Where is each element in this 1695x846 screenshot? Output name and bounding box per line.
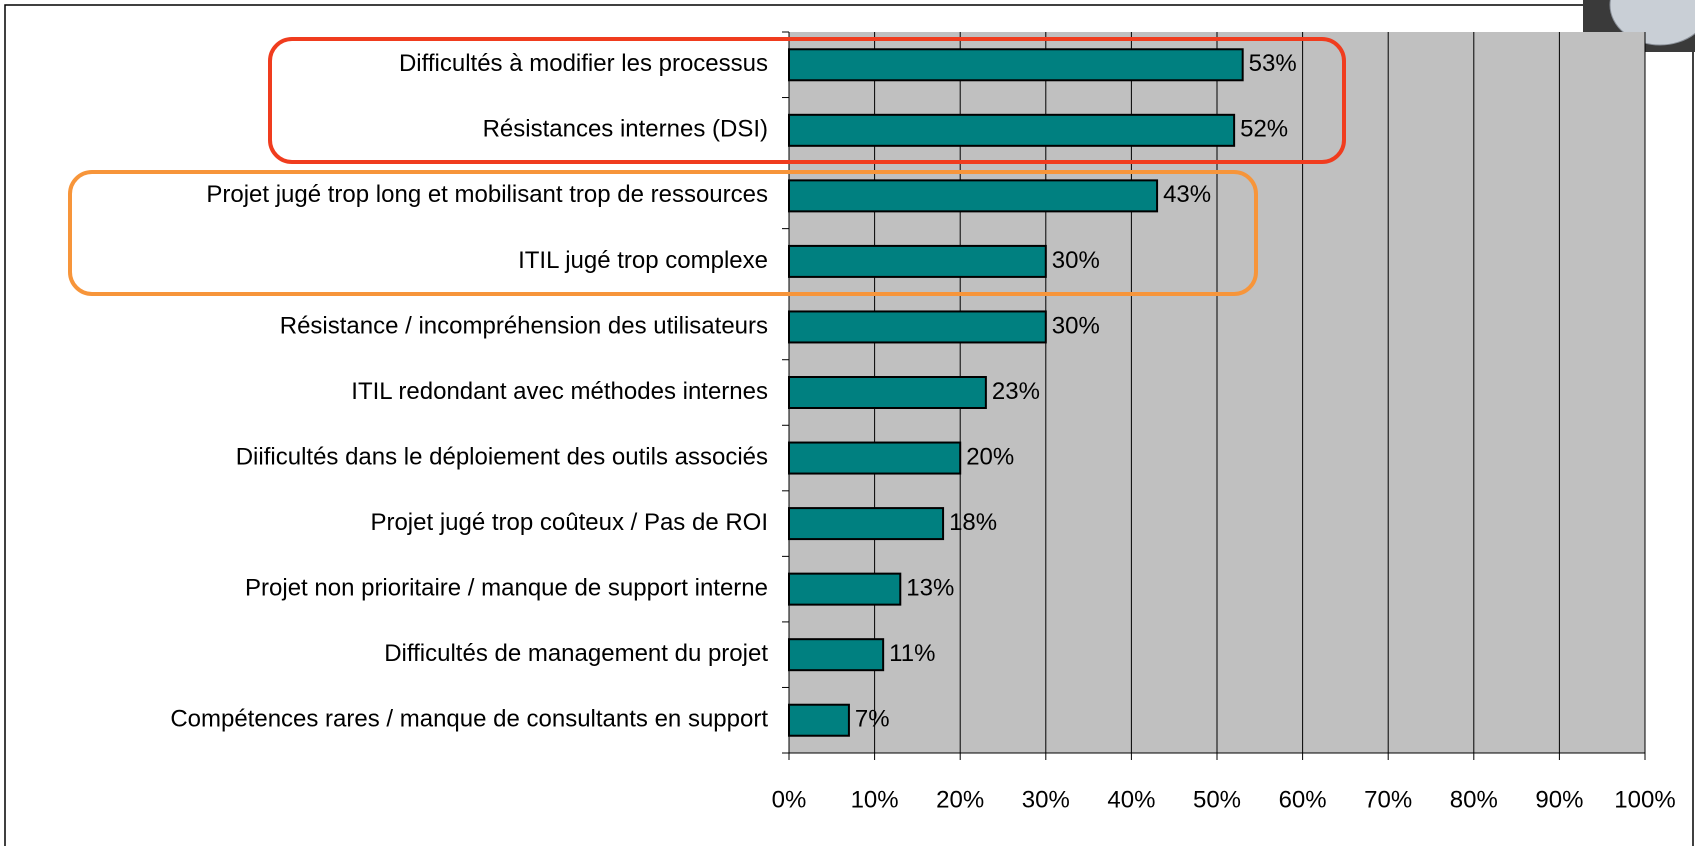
- y-tick-label: Projet jugé trop long et mobilisant trop…: [206, 181, 768, 208]
- y-tick-label: Projet non prioritaire / manque de suppo…: [245, 574, 768, 601]
- bar: [789, 639, 883, 670]
- bar: [789, 246, 1046, 277]
- x-tick-label: 70%: [1364, 786, 1412, 813]
- bar: [789, 311, 1046, 342]
- x-tick-label: 10%: [851, 786, 899, 813]
- bar: [789, 377, 986, 408]
- y-tick-label: Projet jugé trop coûteux / Pas de ROI: [370, 509, 768, 536]
- value-label: 13%: [906, 574, 954, 601]
- bar: [789, 705, 849, 736]
- bar: [789, 49, 1243, 80]
- bar: [789, 115, 1234, 146]
- bar: [789, 180, 1157, 211]
- value-label: 43%: [1163, 181, 1211, 208]
- y-tick-label: Difficultés de management du projet: [384, 640, 768, 667]
- bar: [789, 443, 960, 474]
- y-tick-label: Compétences rares / manque de consultant…: [170, 706, 768, 733]
- value-label: 20%: [966, 443, 1014, 470]
- x-tick-label: 30%: [1022, 786, 1070, 813]
- x-tick-label: 60%: [1279, 786, 1327, 813]
- bar: [789, 574, 900, 605]
- x-tick-label: 80%: [1450, 786, 1498, 813]
- x-tick-label: 50%: [1193, 786, 1241, 813]
- value-label: 11%: [889, 640, 935, 667]
- value-label: 53%: [1249, 50, 1297, 77]
- y-tick-label: Résistance / incompréhension des utilisa…: [280, 312, 768, 339]
- x-tick-label: 100%: [1614, 786, 1675, 813]
- value-label: 52%: [1240, 116, 1288, 143]
- y-tick-label: ITIL redondant avec méthodes internes: [351, 378, 768, 405]
- value-label: 30%: [1052, 247, 1100, 274]
- y-tick-label: Résistances internes (DSI): [483, 116, 768, 143]
- y-tick-label: Diificultés dans le déploiement des outi…: [236, 443, 768, 470]
- x-tick-label: 40%: [1107, 786, 1155, 813]
- value-label: 30%: [1052, 312, 1100, 339]
- x-tick-label: 90%: [1535, 786, 1583, 813]
- value-label: 23%: [992, 378, 1040, 405]
- y-tick-label: Difficultés à modifier les processus: [399, 50, 768, 77]
- x-tick-label: 20%: [936, 786, 984, 813]
- bar: [789, 508, 943, 539]
- chart: 0% 10% 20% 30% 40% 50% 60% 70% 80% 90% 100% Difficu…: [0, 0, 1695, 846]
- value-label: 18%: [949, 509, 997, 536]
- y-tick-label: ITIL jugé trop complexe: [518, 247, 768, 274]
- value-label: 7%: [855, 706, 890, 733]
- x-tick-label: 0%: [772, 786, 807, 813]
